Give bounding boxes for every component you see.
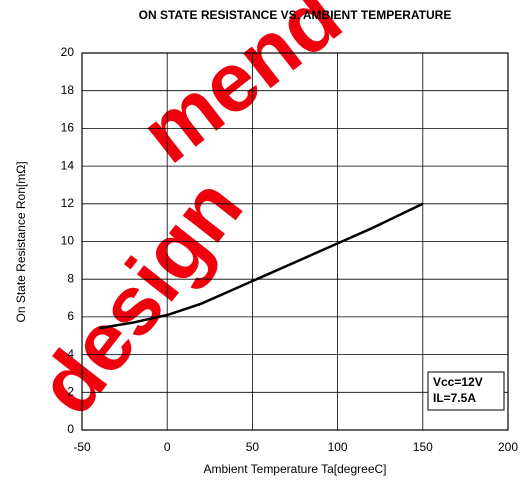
x-tick-label: 0 — [164, 440, 171, 454]
y-axis-label: On State Resistance Ron[mΩ] — [14, 161, 28, 322]
y-tick-label: 14 — [61, 158, 75, 172]
x-tick-label: 200 — [498, 440, 518, 454]
y-tick-label: 8 — [67, 271, 74, 285]
x-tick-label: -50 — [73, 440, 91, 454]
x-tick-label: 100 — [328, 440, 348, 454]
y-tick-label: 18 — [61, 83, 75, 97]
y-tick-label: 10 — [61, 234, 75, 248]
annotation: IL=7.5A — [433, 391, 476, 405]
chart-title: ON STATE RESISTANCE VS. AMBIENT TEMPERAT… — [139, 8, 452, 22]
y-tick-label: 4 — [67, 347, 74, 361]
y-tick-label: 12 — [61, 196, 75, 210]
x-tick-label: 50 — [246, 440, 260, 454]
plot-border — [81, 52, 509, 431]
annotation: Vcc=12V — [433, 375, 483, 389]
annotation-box — [427, 371, 505, 411]
x-tick-label: 150 — [413, 440, 433, 454]
y-tick-label: 16 — [61, 121, 75, 135]
data-line — [98, 202, 424, 330]
y-tick-label: 0 — [67, 422, 74, 436]
y-tick-label: 6 — [67, 309, 74, 323]
y-tick-label: 2 — [67, 384, 74, 398]
x-axis-label: Ambient Temperature Ta[degreeC] — [204, 462, 387, 476]
y-tick-label: 20 — [61, 45, 75, 59]
watermark: design — [19, 160, 260, 431]
